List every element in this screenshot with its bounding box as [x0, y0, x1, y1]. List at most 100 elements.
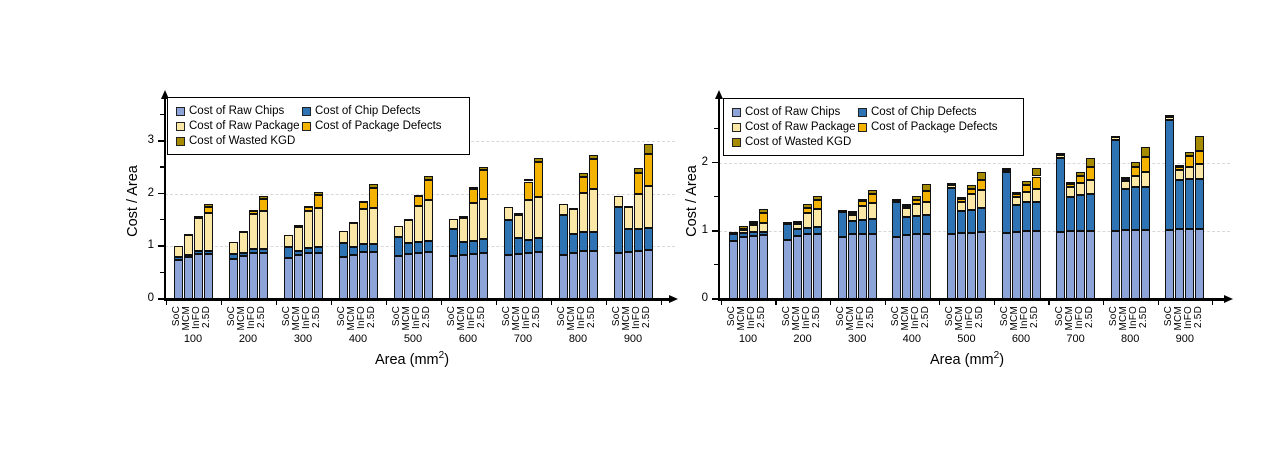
bar-segment-package_defects-MCM-500 — [956, 198, 966, 202]
bar-segment-raw_package-MCM-200 — [238, 231, 248, 253]
bar-segment-raw_chips-2.5D-600 — [1031, 230, 1041, 299]
bar-segment-wasted_kgd-2.5D-200 — [813, 195, 823, 200]
bar-label-2.5D-200: 2.5D — [810, 306, 822, 328]
bar-segment-raw_chips-MCM-200 — [238, 256, 248, 299]
bar-segment-wasted_kgd-InFO-200 — [248, 209, 258, 212]
bar-segment-raw_chips-InFO-200 — [248, 252, 258, 299]
bar-segment-raw_chips-InFO-100 — [748, 235, 758, 299]
y-axis-title: Cost / Area — [684, 165, 700, 237]
bar-segment-chip_defects-MCM-300 — [293, 250, 303, 256]
bar-segment-raw_chips-2.5D-700 — [533, 252, 543, 299]
bar-segment-raw_package-InFO-700 — [523, 200, 533, 240]
bar-segment-chip_defects-SoC-700 — [1056, 158, 1066, 232]
bar-segment-chip_defects-2.5D-900 — [643, 227, 653, 250]
bar-segment-chip_defects-SoC-100 — [173, 257, 183, 260]
bar-segment-wasted_kgd-2.5D-300 — [313, 191, 323, 196]
legend-swatch-raw_chips-icon — [732, 107, 741, 117]
bar-segment-package_defects-2.5D-900 — [643, 154, 653, 186]
legend-swatch-package_defects-icon — [858, 122, 867, 132]
y-axis-line — [164, 99, 166, 300]
bar-segment-raw_chips-2.5D-300 — [313, 252, 323, 299]
bar-segment-package_defects-2.5D-400 — [368, 187, 378, 208]
bar-segment-raw_package-SoC-500 — [393, 226, 403, 237]
group-label-800: 800 — [568, 333, 588, 345]
bar-segment-raw_package-InFO-400 — [358, 208, 368, 244]
bar-segment-chip_defects-2.5D-200 — [258, 248, 268, 253]
bar-segment-wasted_kgd-MCM-300 — [847, 211, 857, 214]
bar-segment-chip_defects-SoC-800 — [558, 215, 568, 255]
bar-segment-raw_chips-MCM-700 — [1066, 230, 1076, 299]
bar-segment-raw_package-InFO-900 — [1185, 166, 1195, 180]
x-axis-title-superscript: 2 — [438, 350, 445, 361]
y-major-tick — [712, 161, 719, 164]
bar-segment-raw_chips-SoC-200 — [228, 258, 238, 299]
bar-segment-wasted_kgd-InFO-100 — [748, 220, 758, 223]
bar-segment-raw_chips-2.5D-800 — [1140, 229, 1150, 299]
bar-segment-package_defects-MCM-100 — [738, 228, 748, 231]
bar-segment-raw_package-2.5D-500 — [423, 200, 433, 241]
bar-label-2.5D-700: 2.5D — [531, 306, 542, 328]
bar-segment-raw_chips-InFO-800 — [578, 251, 588, 299]
bar-segment-raw_chips-MCM-600 — [1011, 231, 1021, 299]
bar-segment-package_defects-InFO-500 — [413, 196, 423, 206]
bar-segment-raw_chips-2.5D-500 — [423, 252, 433, 299]
group-label-600: 600 — [458, 333, 478, 345]
bar-segment-chip_defects-2.5D-400 — [922, 215, 932, 234]
bar-segment-chip_defects-2.5D-300 — [867, 219, 877, 234]
bar-segment-raw_chips-InFO-200 — [803, 234, 813, 299]
bar-segment-wasted_kgd-MCM-100 — [183, 233, 193, 236]
bar-segment-raw_package-InFO-800 — [578, 193, 588, 233]
category-boundary-tick — [275, 300, 277, 305]
bar-segment-raw_package-2.5D-800 — [1140, 171, 1150, 188]
bar-segment-wasted_kgd-InFO-400 — [912, 195, 922, 200]
bar-segment-package_defects-2.5D-500 — [976, 179, 986, 191]
bar-segment-wasted_kgd-MCM-600 — [1011, 192, 1021, 195]
bar-segment-chip_defects-SoC-600 — [448, 229, 458, 256]
x-axis-title-text: Area (mm — [374, 351, 439, 368]
bar-segment-chip_defects-SoC-400 — [892, 202, 902, 238]
bar-segment-raw_chips-MCM-500 — [403, 254, 413, 299]
bar-segment-raw_chips-MCM-500 — [956, 232, 966, 299]
category-boundary-tick — [220, 300, 222, 305]
bar-segment-package_defects-SoC-500 — [946, 183, 956, 186]
legend-label-package_defects: Cost of Package Defects — [315, 120, 442, 132]
bar-segment-raw_chips-SoC-100 — [728, 241, 738, 299]
bar-segment-raw_package-InFO-300 — [857, 205, 867, 221]
bar-segment-package_defects-MCM-700 — [1066, 183, 1076, 187]
x-axis-title-text: Area (mm — [929, 351, 994, 368]
bar-segment-wasted_kgd-MCM-900 — [623, 205, 633, 208]
bar-segment-raw_package-MCM-700 — [513, 214, 523, 239]
bar-segment-raw_package-MCM-800 — [568, 208, 578, 235]
x-axis-arrow — [1224, 294, 1233, 303]
category-boundary-tick — [1102, 300, 1105, 305]
bar-segment-chip_defects-InFO-700 — [1076, 194, 1086, 231]
bar-segment-raw_chips-2.5D-900 — [1195, 228, 1205, 299]
bar-segment-chip_defects-MCM-400 — [348, 247, 358, 255]
bar-segment-chip_defects-SoC-900 — [1165, 120, 1175, 230]
bar-segment-chip_defects-InFO-100 — [193, 251, 203, 254]
x-axis-title-superscript: 2 — [993, 350, 1000, 361]
x-axis-arrow — [669, 294, 678, 303]
y-tick-label: 1 — [147, 239, 154, 252]
bar-segment-package_defects-InFO-600 — [468, 189, 478, 204]
y-tick-label: 0 — [147, 292, 154, 304]
bar-segment-raw_package-SoC-200 — [228, 242, 238, 254]
y-minor-tick — [160, 271, 165, 274]
group-label-400: 400 — [348, 333, 368, 345]
legend-item-raw_package: Cost of Raw Package — [732, 121, 858, 133]
bar-segment-package_defects-2.5D-100 — [203, 206, 213, 214]
bar-segment-raw_package-SoC-800 — [558, 204, 568, 216]
bar-segment-raw_chips-MCM-800 — [568, 253, 578, 299]
legend-swatch-wasted_kgd-icon — [176, 136, 185, 146]
bar-segment-raw_chips-SoC-300 — [837, 237, 847, 299]
bar-segment-chip_defects-InFO-300 — [857, 220, 867, 234]
bar-segment-chip_defects-SoC-300 — [837, 211, 847, 238]
bar-segment-raw_chips-InFO-600 — [468, 253, 478, 299]
bar-segment-raw_package-2.5D-600 — [1031, 188, 1041, 202]
bar-segment-raw_chips-2.5D-500 — [976, 232, 986, 299]
bar-segment-raw_package-MCM-900 — [1175, 170, 1185, 180]
bar-segment-wasted_kgd-2.5D-100 — [758, 209, 768, 214]
bar-segment-raw_chips-2.5D-400 — [368, 252, 378, 299]
